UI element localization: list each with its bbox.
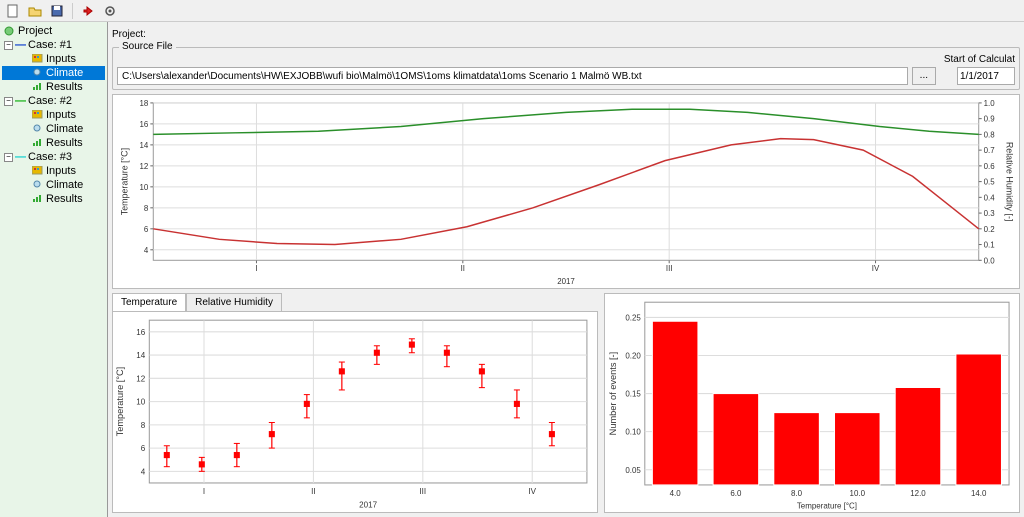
toolbar — [0, 0, 1024, 22]
svg-text:8.0: 8.0 — [791, 489, 803, 498]
svg-text:12: 12 — [136, 375, 145, 384]
svg-text:0.7: 0.7 — [984, 146, 995, 155]
svg-text:0.15: 0.15 — [625, 390, 641, 399]
start-date-label: Start of Calculat — [944, 54, 1015, 65]
tree-climate[interactable]: Climate — [2, 178, 105, 192]
svg-text:10: 10 — [140, 183, 149, 192]
svg-text:12.0: 12.0 — [910, 489, 926, 498]
svg-text:2017: 2017 — [557, 277, 575, 286]
project-label: Project: — [112, 29, 146, 40]
project-tree: Project−—Case: #1InputsClimateResults−—C… — [0, 22, 108, 517]
source-group-title: Source File — [119, 41, 176, 52]
svg-text:Number of events [-]: Number of events [-] — [608, 352, 618, 436]
svg-text:II: II — [461, 265, 465, 274]
svg-text:Temperature [°C]: Temperature [°C] — [120, 148, 130, 215]
source-file-group: Source File ... Start of Calculat — [112, 47, 1020, 90]
svg-text:Temperature [°C]: Temperature [°C] — [797, 502, 857, 511]
new-icon[interactable] — [4, 2, 22, 20]
svg-text:0.10: 0.10 — [625, 428, 641, 437]
open-icon[interactable] — [26, 2, 44, 20]
settings-icon[interactable] — [101, 2, 119, 20]
svg-text:0.20: 0.20 — [625, 352, 641, 361]
svg-text:16: 16 — [136, 328, 145, 337]
tree-inputs[interactable]: Inputs — [2, 164, 105, 178]
svg-text:0.3: 0.3 — [984, 209, 996, 218]
tab-relative-humidity[interactable]: Relative Humidity — [186, 293, 282, 311]
tree-climate[interactable]: Climate — [2, 122, 105, 136]
tree-root[interactable]: Project — [2, 24, 105, 38]
svg-text:Temperature [°C]: Temperature [°C] — [115, 367, 125, 437]
svg-text:4: 4 — [141, 468, 146, 477]
svg-text:0.25: 0.25 — [625, 314, 641, 323]
svg-text:IV: IV — [872, 265, 880, 274]
svg-text:18: 18 — [140, 99, 149, 108]
separator — [72, 3, 73, 19]
tree-case[interactable]: −—Case: #2 — [2, 94, 105, 108]
tree-results[interactable]: Results — [2, 136, 105, 150]
svg-text:0.1: 0.1 — [984, 241, 996, 250]
svg-text:1.0: 1.0 — [984, 99, 996, 108]
svg-text:II: II — [311, 488, 315, 497]
svg-text:14: 14 — [140, 141, 149, 150]
tree-case[interactable]: −—Case: #3 — [2, 150, 105, 164]
svg-text:6: 6 — [144, 225, 149, 234]
svg-text:14: 14 — [136, 351, 145, 360]
svg-text:6: 6 — [141, 444, 146, 453]
svg-text:III: III — [419, 488, 426, 497]
svg-text:10.0: 10.0 — [850, 489, 866, 498]
tree-results[interactable]: Results — [2, 80, 105, 94]
tree-case[interactable]: −—Case: #1 — [2, 38, 105, 52]
tree-inputs[interactable]: Inputs — [2, 52, 105, 66]
svg-text:0.5: 0.5 — [984, 178, 996, 187]
tree-results[interactable]: Results — [2, 192, 105, 206]
svg-text:6.0: 6.0 — [730, 489, 742, 498]
tree-climate[interactable]: Climate — [2, 66, 105, 80]
tab-strip: TemperatureRelative Humidity — [112, 293, 598, 311]
tab-temperature[interactable]: Temperature — [112, 293, 186, 311]
svg-text:IV: IV — [528, 488, 536, 497]
svg-text:0.2: 0.2 — [984, 225, 995, 234]
svg-text:III: III — [666, 265, 673, 274]
svg-text:8: 8 — [144, 204, 149, 213]
temperature-chart: 46810121416IIIIIIIV2017Temperature [°C] — [112, 311, 598, 513]
svg-text:0.4: 0.4 — [984, 194, 996, 203]
svg-text:0.0: 0.0 — [984, 257, 996, 266]
svg-text:I: I — [203, 488, 205, 497]
svg-text:4.0: 4.0 — [670, 489, 682, 498]
svg-text:4: 4 — [144, 246, 149, 255]
histogram-chart: 0.05 0.10 0.15 0.20 0.25 4.0 6.0 8.0 10.0 12.0 14.… — [604, 293, 1020, 513]
svg-text:I: I — [255, 265, 257, 274]
svg-text:0.9: 0.9 — [984, 115, 996, 124]
svg-text:2017: 2017 — [359, 501, 377, 510]
run-icon[interactable] — [79, 2, 97, 20]
svg-text:12: 12 — [140, 162, 149, 171]
top-chart: 4 6 8 10 12 14 16 18 0.0 0.1 0.2 0.3 0.4 0.5 0.6 0.7 0.8… — [112, 94, 1020, 289]
tree-inputs[interactable]: Inputs — [2, 108, 105, 122]
svg-text:Relative Humidity [-]: Relative Humidity [-] — [1004, 142, 1014, 222]
svg-text:14.0: 14.0 — [971, 489, 987, 498]
svg-text:10: 10 — [136, 398, 145, 407]
svg-text:0.05: 0.05 — [625, 466, 641, 475]
source-path-input[interactable] — [117, 67, 908, 85]
save-icon[interactable] — [48, 2, 66, 20]
start-date-input[interactable] — [957, 67, 1015, 85]
svg-text:16: 16 — [140, 120, 149, 129]
svg-text:0.6: 0.6 — [984, 162, 996, 171]
svg-text:0.8: 0.8 — [984, 131, 996, 140]
svg-text:8: 8 — [141, 421, 146, 430]
browse-button[interactable]: ... — [912, 67, 936, 85]
